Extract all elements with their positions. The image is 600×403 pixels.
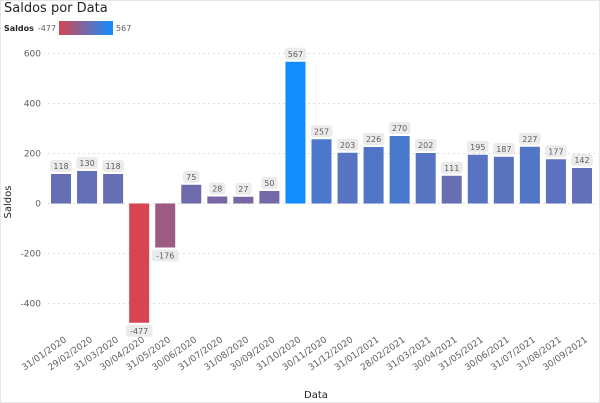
bar [103,174,124,204]
bar [285,61,306,204]
data-label-bg [310,125,333,138]
data-label: 28 [212,185,222,194]
bar [415,153,436,204]
bar [389,136,410,204]
data-label: 118 [105,162,120,171]
legend-max: 567 [116,23,132,33]
bar [207,196,228,204]
bar [441,175,462,204]
bar [363,147,384,204]
bar [77,171,98,204]
data-label-bg [388,122,411,134]
data-label: 227 [522,135,537,144]
y-tick-label: 400 [24,100,41,110]
data-label: 203 [340,141,355,150]
x-axis-ticks: 31/01/202029/02/202031/03/202030/04/2020… [21,335,590,373]
bar [181,184,202,204]
data-label: -477 [130,327,148,336]
bar [233,196,254,204]
data-label: 567 [288,50,303,59]
data-label-bg [466,140,489,153]
y-tick-label: 200 [24,150,41,160]
chart-title: Saldos por Data [4,1,108,16]
y-tick-label: 600 [24,50,41,60]
data-label: 118 [53,162,68,171]
bars [51,61,592,323]
x-axis-title: Data [304,390,328,401]
data-label: -176 [156,252,174,261]
bar [311,139,332,204]
data-label-bg [125,324,153,337]
bar [545,159,566,204]
data-label-bg [151,249,179,262]
bar [129,203,150,323]
data-label: 111 [444,164,459,173]
legend-min: -477 [37,23,57,33]
y-tick-label: -200 [21,250,42,260]
data-labels: 118 130 118 -477 -176 75 28 27 50 567 257 203 226 270… [50,47,593,337]
data-label: 257 [314,127,329,136]
data-label-bg [414,139,437,151]
legend-gradient [59,21,114,35]
data-label-bg [50,160,72,172]
bar [519,146,540,204]
data-label-bg [261,177,278,189]
data-label: 50 [264,179,274,188]
data-label: 27 [238,185,248,194]
data-label-bg [545,145,567,158]
y-tick-label: -400 [21,300,42,310]
y-axis-title: Saldos [3,186,14,219]
bar [493,156,514,204]
y-axis-ticks: -400 -200 0 200 400 600 [21,50,42,310]
data-label-bg [440,161,463,174]
data-label: 177 [548,147,563,156]
data-label-bg [571,154,593,166]
data-label: 270 [392,124,407,133]
data-label-bg [235,182,252,195]
data-label-bg [183,170,200,183]
data-label-bg [209,182,226,195]
data-label-bg [519,132,541,145]
data-label-bg [102,160,124,172]
data-label: 195 [470,143,485,152]
legend[interactable]: Saldos -477 567 [4,21,131,35]
data-label: 202 [418,141,433,150]
bar [467,154,488,204]
data-label-bg [493,142,515,155]
bar [155,203,176,248]
data-label-bg [362,133,385,145]
bar [51,174,72,204]
bar [337,152,358,204]
data-label-bg [284,47,307,60]
data-label: 226 [366,135,381,144]
data-label: 130 [79,159,94,168]
data-label: 142 [574,156,589,165]
data-label: 75 [186,173,196,182]
data-label: 187 [496,145,511,154]
bar [571,168,592,204]
legend-label: Saldos [4,23,34,33]
bar [259,191,280,204]
y-tick-label: 0 [35,200,41,210]
data-label-bg [336,138,359,151]
data-label-bg [76,157,98,169]
